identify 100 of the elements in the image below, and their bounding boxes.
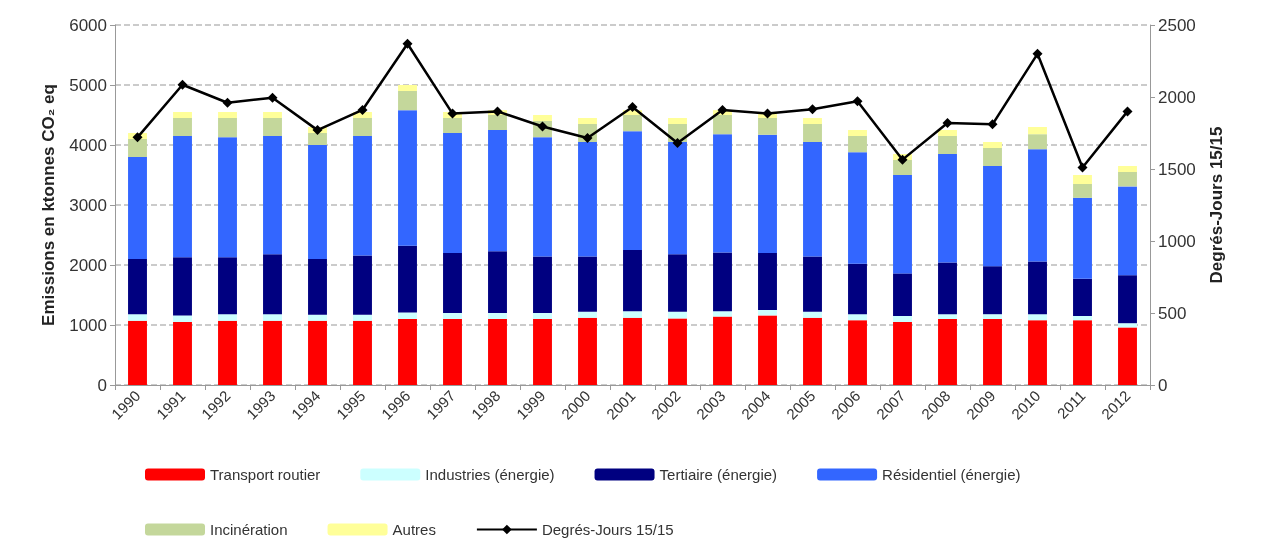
bar [623, 317, 642, 385]
bar [1028, 134, 1047, 150]
point [447, 108, 458, 119]
bar [623, 115, 642, 132]
bar [173, 257, 192, 316]
y-tick-label: 4000 [69, 135, 107, 155]
legend-label: Résidentiel (énergie) [882, 466, 1021, 483]
bar [803, 124, 822, 142]
bar [623, 311, 642, 318]
bar [398, 312, 417, 319]
bar [803, 256, 822, 312]
bar [353, 136, 372, 256]
point [807, 104, 818, 115]
point [987, 119, 998, 130]
bar [1073, 278, 1092, 316]
bar [308, 145, 327, 259]
bar [848, 136, 867, 153]
bar [1073, 320, 1092, 385]
bar [1073, 184, 1092, 198]
bar [983, 319, 1002, 385]
bar [1028, 149, 1047, 262]
bar [1118, 275, 1137, 324]
bar [938, 136, 957, 154]
bar [713, 311, 732, 317]
bar [398, 245, 417, 313]
bar [1073, 197, 1092, 279]
bar [173, 136, 192, 258]
bar [173, 112, 192, 118]
bar [533, 256, 552, 313]
y-tick-label: 1000 [69, 315, 107, 335]
bar [623, 131, 642, 250]
bar [578, 256, 597, 312]
bar [218, 118, 237, 138]
bar [173, 118, 192, 136]
bar [803, 142, 822, 257]
bar [668, 254, 687, 312]
bar [668, 118, 687, 124]
bar [263, 314, 282, 321]
bar [533, 313, 552, 319]
bar [128, 320, 147, 385]
point [492, 106, 503, 117]
y-axis-title: Emissions en ktonnes CO₂ eq [39, 84, 58, 326]
y-tick-label: 0 [97, 375, 107, 395]
bar [758, 253, 777, 310]
bar [533, 137, 552, 257]
bar [218, 320, 237, 385]
bar [983, 314, 1002, 319]
bar [848, 263, 867, 315]
point [762, 108, 773, 119]
legend-label: Tertiaire (énergie) [659, 466, 778, 483]
bar [578, 118, 597, 124]
bar [893, 316, 912, 322]
y-tick-label: 3000 [69, 195, 107, 215]
point [717, 104, 728, 115]
bar [263, 136, 282, 255]
bar [488, 115, 507, 130]
bar [893, 175, 912, 274]
bar [668, 318, 687, 385]
bar [1118, 166, 1137, 172]
bar [983, 142, 1002, 148]
bar [848, 314, 867, 321]
point [852, 96, 863, 107]
legend-label: Industries (énergie) [425, 466, 555, 483]
point [132, 132, 143, 143]
legend-label: Autres [392, 521, 436, 538]
bar [938, 319, 957, 385]
bar [308, 320, 327, 385]
y2-tick-label: 500 [1158, 303, 1187, 323]
bar [893, 160, 912, 175]
y2-tick-label: 1500 [1158, 159, 1196, 179]
bar [758, 134, 777, 253]
bar [983, 166, 1002, 267]
point [1122, 106, 1133, 117]
bar [713, 134, 732, 253]
bar [758, 118, 777, 135]
bar [1118, 172, 1137, 187]
bar [443, 133, 462, 253]
point [222, 97, 233, 108]
bar [983, 148, 1002, 166]
bar [938, 154, 957, 263]
bar [443, 319, 462, 385]
bar [353, 314, 372, 321]
bar [488, 319, 507, 385]
point [942, 117, 953, 128]
bar [578, 142, 597, 257]
bar [758, 315, 777, 385]
bar [848, 130, 867, 136]
bar [713, 316, 732, 385]
bar [893, 273, 912, 316]
bar [218, 257, 237, 315]
bar [533, 319, 552, 385]
bar [398, 85, 417, 91]
bar [488, 251, 507, 313]
bar [938, 130, 957, 136]
point [1077, 162, 1088, 173]
bar [308, 314, 327, 321]
bar [1073, 175, 1092, 184]
y2-axis-title: Degrés-Jours 15/15 [1207, 126, 1226, 284]
bar [353, 255, 372, 315]
bar [398, 91, 417, 111]
